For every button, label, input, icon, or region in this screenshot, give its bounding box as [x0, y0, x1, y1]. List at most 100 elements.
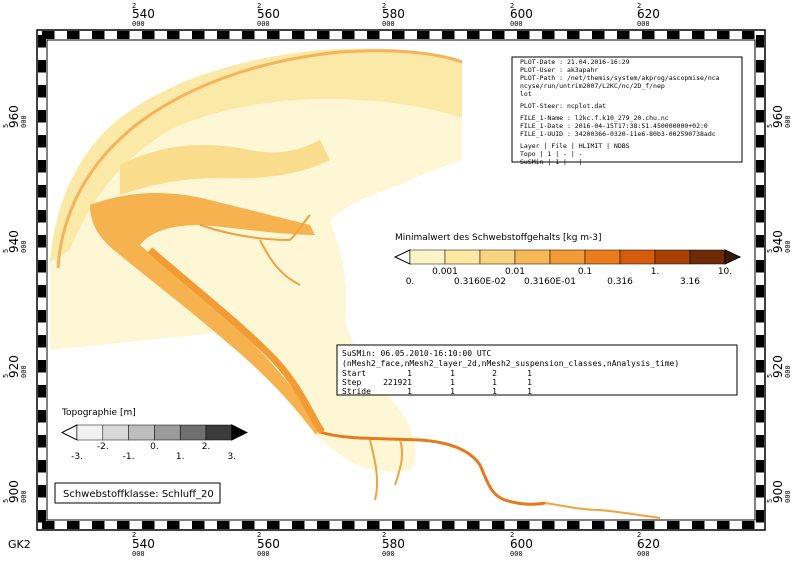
x-label-suffix: 000 [510, 550, 523, 558]
colorbar-segment [479, 249, 516, 265]
run-info-cell: 1 [492, 378, 497, 387]
tributaries [199, 214, 661, 519]
y-label-value: 900 [771, 480, 785, 503]
run-info-cell: 221921 [383, 378, 412, 387]
y-label-prefix: 5 [766, 124, 774, 128]
x-label-prefix: 2 [382, 531, 386, 539]
x-label-suffix: 000 [637, 20, 650, 28]
x-label: 600 [510, 7, 533, 21]
y-label-suffix: 000 [784, 115, 792, 128]
plot-info-line: FILE_1-UUID : 34200366-0320-11e6-80b3-00… [520, 130, 716, 138]
run-info-cell: 1 [407, 387, 412, 396]
y-label-suffix: 000 [784, 490, 792, 503]
colorbar-segment [584, 249, 621, 265]
y-label-prefix: 5 [2, 374, 10, 378]
y-label-value: 940 [771, 230, 785, 253]
mid-zone [120, 140, 330, 195]
topo-label: 2. [202, 442, 211, 452]
plot-info-line: PLOT-Path : /net/themis/system/akprog/as… [520, 74, 720, 82]
x-label-suffix: 000 [257, 550, 270, 558]
colorbar-segment [689, 249, 726, 265]
x-label: 560 [257, 7, 280, 21]
x-label-prefix: 2 [257, 2, 261, 10]
colorbar-segment [654, 249, 691, 265]
x-label-suffix: 000 [637, 550, 650, 558]
y-label-value: 900 [7, 480, 21, 503]
plot-info-line: PLOT-Date : 21.04.2016-16:29 [520, 58, 630, 66]
x-label: 620 [637, 537, 660, 551]
colorbar-segment [549, 249, 586, 265]
y-label-value: 940 [7, 230, 21, 253]
colorbar-label: 0.01 [505, 267, 525, 277]
colorbar-segment [514, 249, 551, 265]
run-info-cell: 1 [527, 369, 532, 378]
colorbar-label: 0.3160E-01 [524, 277, 576, 287]
x-label-prefix: 2 [510, 531, 514, 539]
plot-info-line: FILE_1-Date : 2016-04-15T17:38:51.450000… [520, 122, 708, 130]
run-info-cell: Start [342, 369, 366, 378]
x-label: 540 [132, 7, 155, 21]
channel-wide [147, 247, 325, 435]
plot-info-line: FILE_1-Name : l2kc.f.k10_279_20.chu.nc [520, 114, 669, 122]
y-label-suffix: 000 [20, 490, 28, 503]
colorbar-label: 0.1 [578, 267, 592, 277]
y-label-value: 960 [7, 105, 21, 128]
topo-segment [128, 424, 155, 441]
topo-segment [76, 424, 104, 441]
colorbar-segment [409, 249, 446, 265]
plot-info-box [511, 56, 743, 163]
frame-ticks [38, 31, 764, 529]
north-zone [50, 48, 462, 262]
topo-label: 1. [176, 452, 185, 462]
class-box [54, 482, 221, 504]
run-info-cell: Stride [342, 387, 371, 396]
estuary [90, 193, 320, 435]
topo-segment [102, 424, 129, 441]
susp-legend-title: Minimalwert des Schwebstoffgehalts [kg m… [395, 233, 602, 243]
x-label: 540 [132, 537, 155, 551]
colorbar-label: 0. [406, 277, 415, 287]
run-info-cell: 1 [407, 369, 412, 378]
topo-arrow-high [231, 424, 248, 441]
x-label-prefix: 2 [637, 2, 641, 10]
y-label-prefix: 5 [2, 499, 10, 503]
y-label-suffix: 000 [20, 365, 28, 378]
x-label-prefix: 2 [382, 2, 386, 10]
plot-info-line: lot [520, 90, 532, 98]
coast-edge [56, 49, 463, 269]
y-label-prefix: 5 [766, 499, 774, 503]
topo-segment [205, 424, 233, 441]
y-label-suffix: 000 [784, 240, 792, 253]
x-label: 580 [382, 7, 405, 21]
plot-info-line: Layer | File | HLIMIT | NDBS [520, 142, 630, 150]
topo-label: -1. [123, 452, 135, 462]
run-info-box [336, 344, 738, 396]
x-label: 580 [382, 537, 405, 551]
y-label-suffix: 000 [784, 365, 792, 378]
y-label-value: 920 [7, 355, 21, 378]
plot-info-line: SuSMin | 1 | - | - [520, 158, 590, 166]
run-info-cell: 1 [527, 387, 532, 396]
colorbar-arrow-high [724, 249, 742, 265]
x-label-suffix: 000 [382, 20, 395, 28]
run-info-cell: 2 [492, 369, 497, 378]
colorbar-label: 10. [718, 267, 732, 277]
x-label-prefix: 2 [132, 2, 136, 10]
y-label-suffix: 000 [20, 115, 28, 128]
colorbar-label: 1. [651, 267, 660, 277]
x-label: 560 [257, 537, 280, 551]
x-label-prefix: 2 [132, 531, 136, 539]
x-label-prefix: 2 [637, 531, 641, 539]
run-info-cell: 1 [527, 378, 532, 387]
topo-label: -3. [71, 452, 83, 462]
topo-legend-title: Topographie [m] [61, 408, 136, 418]
y-label-prefix: 5 [2, 124, 10, 128]
class-label: Schwebstoffklasse: Schluff_20 [63, 489, 214, 500]
